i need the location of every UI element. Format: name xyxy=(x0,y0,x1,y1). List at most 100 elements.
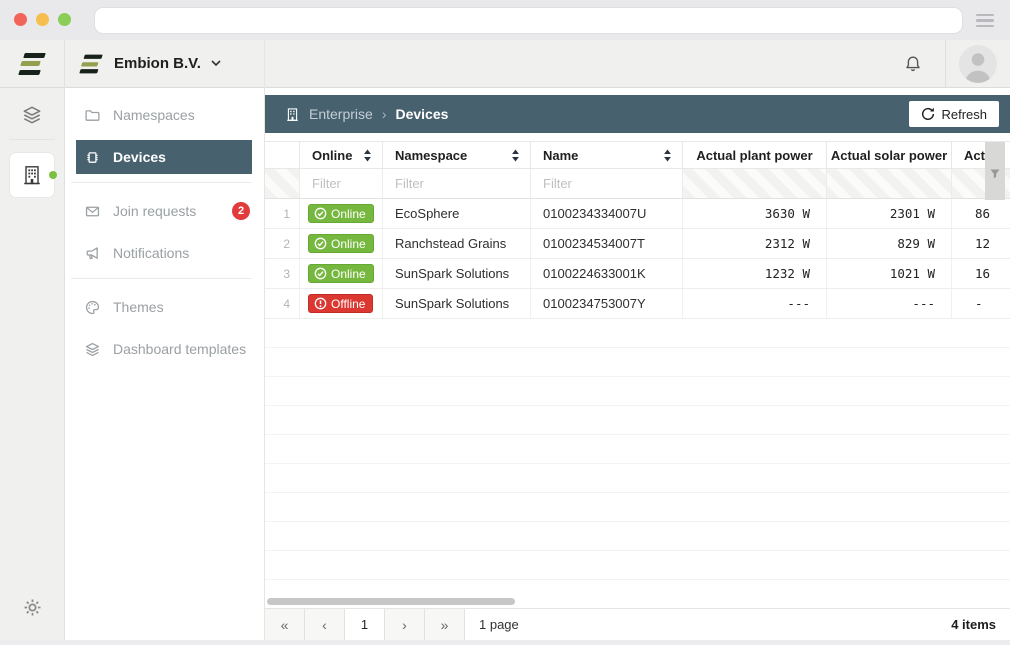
sort-icon[interactable] xyxy=(363,149,372,162)
sidebar-item-namespaces[interactable]: Namespaces xyxy=(65,98,264,132)
breadcrumb-current: Devices xyxy=(395,106,449,122)
main-content: Enterprise › Devices Refresh xyxy=(265,88,1010,640)
filter-cell-disabled xyxy=(265,169,300,198)
browser-menu-icon[interactable] xyxy=(976,14,994,30)
empty-table-row xyxy=(265,493,1010,522)
rail-divider xyxy=(9,139,55,140)
sidebar-item-join-requests[interactable]: Join requests 2 xyxy=(65,194,264,228)
maximize-window-button[interactable] xyxy=(58,13,71,26)
column-header-online[interactable]: Online xyxy=(300,142,383,168)
person-icon xyxy=(965,52,991,83)
first-page-button[interactable]: « xyxy=(265,609,305,640)
plant-power-cell: 3630 W xyxy=(683,199,827,228)
name-filter-input[interactable] xyxy=(531,176,682,191)
breadcrumb-enterprise-link[interactable]: Enterprise xyxy=(309,106,373,122)
rail-item-enterprise[interactable] xyxy=(10,153,57,197)
last-page-button[interactable]: » xyxy=(425,609,465,640)
namespace-cell: SunSpark Solutions xyxy=(383,259,531,288)
layers-icon xyxy=(83,341,101,358)
prev-page-button[interactable]: ‹ xyxy=(305,609,345,640)
check-circle-icon xyxy=(314,267,327,280)
building-icon xyxy=(287,107,298,121)
address-bar[interactable] xyxy=(95,8,962,33)
current-page-button[interactable]: 1 xyxy=(345,609,385,640)
plant-power-cell: 2312 W xyxy=(683,229,827,258)
namespace-filter-input[interactable] xyxy=(383,176,530,191)
sidebar-item-devices[interactable]: Devices xyxy=(76,140,252,174)
empty-table-row xyxy=(265,435,1010,464)
table-row[interactable]: 4 Offline SunSpark Solutions 01002347530… xyxy=(265,289,1010,319)
sidebar-item-themes[interactable]: Themes xyxy=(65,290,264,324)
status-label: Offline xyxy=(331,296,366,311)
notifications-bell-button[interactable] xyxy=(903,54,923,74)
sidebar-item-label: Themes xyxy=(113,299,164,315)
user-avatar[interactable] xyxy=(959,44,997,83)
org-switcher[interactable]: Embion B.V. xyxy=(65,40,264,88)
row-number: 2 xyxy=(265,229,300,258)
namespace-cell: SunSpark Solutions xyxy=(383,289,531,318)
pagination-bar: « ‹ 1 › » 1 page 4 items xyxy=(265,608,1010,640)
envelope-icon xyxy=(83,203,101,220)
clipped-power-cell: - xyxy=(952,289,1010,318)
table-row[interactable]: 2 Online Ranchstead Grains 0100234534007… xyxy=(265,229,1010,259)
column-header-name[interactable]: Name xyxy=(531,142,683,168)
embion-logo-icon xyxy=(18,52,46,75)
devices-table: Online Namespace Name Actual plant power xyxy=(265,141,1010,580)
next-page-button[interactable]: › xyxy=(385,609,425,640)
sidebar-item-label: Notifications xyxy=(113,245,190,261)
refresh-icon xyxy=(922,107,935,120)
chip-icon xyxy=(83,149,101,166)
settings-button[interactable] xyxy=(22,597,43,618)
row-number: 3 xyxy=(265,259,300,288)
icon-rail xyxy=(0,40,65,640)
plant-power-cell: 1232 W xyxy=(683,259,827,288)
filter-cell-namespace xyxy=(383,169,531,198)
window-controls xyxy=(14,13,71,26)
sort-icon[interactable] xyxy=(511,149,520,162)
app-logo xyxy=(0,40,64,88)
items-count-label: 4 items xyxy=(951,617,996,632)
megaphone-icon xyxy=(83,245,101,262)
solar-power-cell: 1021 W xyxy=(827,259,952,288)
table-row[interactable]: 3 Online SunSpark Solutions 010022463300… xyxy=(265,259,1010,289)
sidebar-item-dashboard-templates[interactable]: Dashboard templates xyxy=(65,332,264,366)
column-filter-button[interactable] xyxy=(985,142,1005,200)
status-label: Online xyxy=(331,206,366,221)
solar-power-cell: --- xyxy=(827,289,952,318)
sidebar-item-label: Devices xyxy=(113,149,166,165)
online-filter-input[interactable] xyxy=(300,176,382,191)
sidebar-nav: Namespaces Devices Join requests 2 xyxy=(65,88,264,374)
breadcrumb-separator: › xyxy=(381,106,387,122)
browser-chrome xyxy=(0,0,1010,40)
refresh-button[interactable]: Refresh xyxy=(909,101,999,127)
row-number-column-header xyxy=(265,142,300,168)
sidebar-divider xyxy=(71,278,252,279)
horizontal-scrollbar[interactable] xyxy=(267,598,515,605)
embion-logo-icon xyxy=(79,54,103,73)
org-name: Embion B.V. xyxy=(114,55,201,72)
sidebar-divider xyxy=(71,182,252,183)
online-status-cell: Online xyxy=(300,259,383,288)
solar-power-cell: 2301 W xyxy=(827,199,952,228)
clipped-power-cell: 12 xyxy=(952,229,1010,258)
close-window-button[interactable] xyxy=(14,13,27,26)
column-header-namespace[interactable]: Namespace xyxy=(383,142,531,168)
table-row[interactable]: 1 Online EcoSphere 0100234334007U 3630 W… xyxy=(265,199,1010,229)
status-badge: Online xyxy=(308,234,374,253)
exclamation-circle-icon xyxy=(314,297,327,310)
filter-cell-disabled xyxy=(683,169,827,198)
sort-icon[interactable] xyxy=(663,149,672,162)
check-circle-icon xyxy=(314,237,327,250)
device-name-cell: 0100234334007U xyxy=(531,199,683,228)
online-status-cell: Online xyxy=(300,229,383,258)
status-badge: Online xyxy=(308,264,374,283)
rail-item-templates[interactable] xyxy=(21,104,43,126)
folder-icon xyxy=(83,107,101,124)
online-status-cell: Online xyxy=(300,199,383,228)
sidebar-item-notifications[interactable]: Notifications xyxy=(65,236,264,270)
status-badge: Online xyxy=(308,204,374,223)
clipped-power-cell: 16 xyxy=(952,259,1010,288)
minimize-window-button[interactable] xyxy=(36,13,49,26)
breadcrumb: Enterprise › Devices Refresh xyxy=(265,95,1010,133)
clipped-power-cell: 86 xyxy=(952,199,1010,228)
